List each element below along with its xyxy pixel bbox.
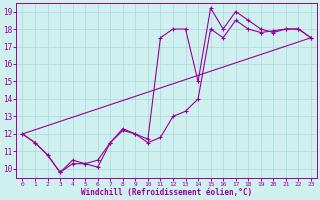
X-axis label: Windchill (Refroidissement éolien,°C): Windchill (Refroidissement éolien,°C)	[81, 188, 252, 197]
